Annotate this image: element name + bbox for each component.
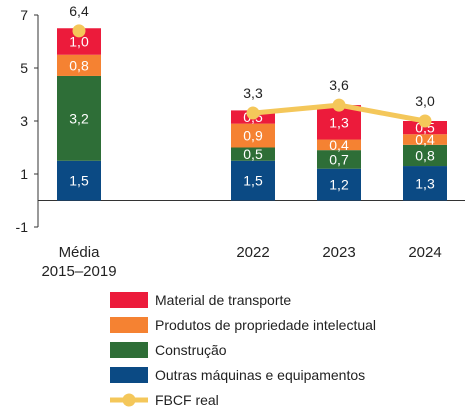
bar-data-label: 0,4 bbox=[415, 132, 435, 148]
bar-data-label: 1,3 bbox=[329, 114, 349, 130]
x-category-label: 2022 bbox=[236, 244, 269, 261]
bar-data-label: 1,2 bbox=[329, 177, 349, 193]
fbcf-data-label: 6,4 bbox=[69, 3, 89, 19]
legend-label: Produtos de propriedade intelectual bbox=[155, 317, 376, 333]
bar-data-label: 0,5 bbox=[243, 146, 263, 162]
bar-segment bbox=[57, 75, 101, 161]
x-category-label: 2024 bbox=[408, 244, 441, 261]
bar-segment bbox=[57, 54, 101, 76]
bar-segment bbox=[403, 121, 447, 135]
bar-segment bbox=[317, 139, 361, 151]
bar-data-label: 0,8 bbox=[415, 147, 435, 163]
bar-segment bbox=[231, 160, 275, 201]
bar-segment bbox=[403, 166, 447, 201]
y-tick-label: -1 bbox=[16, 219, 29, 235]
fbcf-point bbox=[246, 106, 260, 120]
bar-segment bbox=[403, 134, 447, 145]
legend-label: FBCF real bbox=[155, 392, 219, 408]
legend-swatch bbox=[110, 342, 148, 358]
legend: Material de transporte Produtos de propri… bbox=[110, 292, 376, 408]
legend-swatch bbox=[110, 292, 148, 308]
legend-label: Construção bbox=[155, 342, 227, 358]
legend-label: Outras máquinas e equipamentos bbox=[155, 367, 365, 383]
bar-data-label: 0,7 bbox=[329, 151, 349, 167]
fbcf-data-label: 3,0 bbox=[415, 93, 435, 109]
fbcf-point bbox=[418, 114, 432, 128]
fbcf-data-label: 3,3 bbox=[243, 85, 263, 101]
legend-swatch-marker bbox=[122, 393, 136, 407]
bar-data-label: 0,8 bbox=[69, 57, 89, 73]
legend-swatch bbox=[110, 317, 148, 333]
bar-data-label: 1,3 bbox=[415, 175, 435, 191]
y-tick-label: 7 bbox=[20, 7, 28, 23]
bar-segment bbox=[317, 168, 361, 201]
x-category-label: 2023 bbox=[322, 244, 355, 261]
bar-data-label: 0,4 bbox=[329, 137, 349, 153]
bar-data-label: 1,5 bbox=[69, 173, 89, 189]
fbcf-data-label: 3,6 bbox=[329, 77, 349, 93]
bar-segment bbox=[57, 160, 101, 201]
bar-data-label: 1,5 bbox=[243, 173, 263, 189]
bar-segment bbox=[231, 147, 275, 161]
legend-label: Material de transporte bbox=[155, 292, 291, 308]
legend-swatch bbox=[110, 367, 148, 383]
fbcf-point bbox=[72, 24, 86, 38]
fbcf-line: 6,4 3,3 3,6 3,0 bbox=[69, 3, 435, 128]
bar-data-label: 3,2 bbox=[69, 110, 89, 126]
category-labels: Média 2015–2019 2022 2023 2024 bbox=[41, 244, 441, 280]
y-tick-label: 5 bbox=[20, 60, 28, 76]
y-tick-label: 3 bbox=[20, 113, 28, 129]
bar-segment bbox=[403, 144, 447, 167]
fbcf-point bbox=[332, 98, 346, 112]
y-tick-label: 1 bbox=[20, 166, 28, 182]
bar-segment bbox=[317, 150, 361, 169]
bar-segment bbox=[231, 123, 275, 148]
bar-data-label: 0,9 bbox=[243, 128, 263, 144]
bar-data-label: 1,0 bbox=[69, 34, 89, 50]
x-category-label: Média 2015–2019 bbox=[41, 244, 116, 280]
